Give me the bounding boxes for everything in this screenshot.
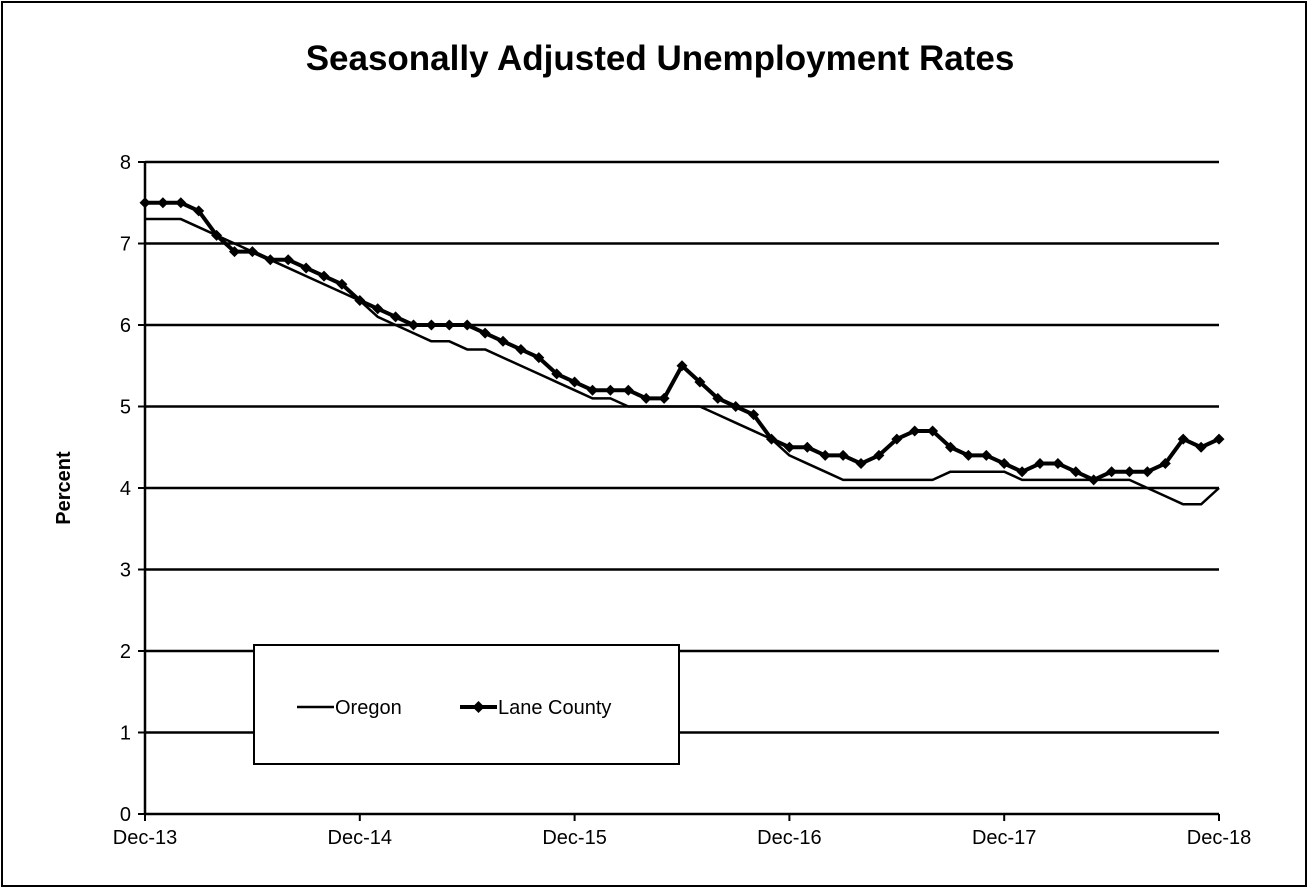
data-point-lane-county [945,441,956,453]
data-point-lane-county [587,384,598,396]
y-tick-labels: 0 1 2 3 4 5 6 7 8 [120,152,131,826]
data-point-lane-county [766,433,777,445]
series-layer [139,197,1225,506]
y-tick-label: 1 [120,723,131,745]
x-tick-labels: Dec-13 Dec-14 Dec-15 Dec-16 Dec-17 Dec-18 [113,827,1251,849]
data-point-lane-county [1070,466,1082,478]
legend: Oregon Lane County [253,644,680,765]
data-point-lane-county [479,327,491,339]
legend-label-oregon: Oregon [335,697,402,719]
data-point-lane-county [175,197,187,209]
data-point-lane-county [1016,466,1028,478]
data-point-lane-county [1141,466,1153,478]
data-point-lane-county [211,229,223,241]
data-point-lane-county [694,376,706,388]
data-point-lane-county [604,384,616,396]
x-tick-label: Dec-18 [1187,827,1251,849]
data-point-lane-county [676,360,688,372]
data-point-lane-county [801,441,813,453]
data-point-lane-county [1159,458,1171,470]
y-tick-label: 3 [120,560,131,582]
data-point-lane-county [730,401,742,412]
data-point-lane-county [461,319,473,331]
data-point-lane-county [783,441,795,453]
y-axis-label: Percent [53,451,75,525]
data-point-lane-county [372,303,384,315]
data-point-lane-county [1052,458,1064,470]
y-tick-label: 2 [120,641,131,663]
data-point-lane-county [515,343,527,355]
y-tick-label: 7 [120,234,131,256]
legend-marker-lane-county [472,701,485,713]
y-tick-label: 5 [120,397,131,419]
data-point-lane-county [1177,433,1189,445]
data-point-lane-county [390,311,402,323]
data-point-lane-county [658,392,670,404]
data-point-lane-county [819,449,831,461]
data-point-lane-county [891,433,903,445]
data-point-lane-county [980,449,992,461]
y-tick-label: 4 [120,478,131,500]
x-tick-label: Dec-13 [113,827,177,849]
legend-box [253,644,680,765]
data-point-lane-county [157,197,169,209]
legend-label-lane-county: Lane County [498,697,611,719]
data-point-lane-county [1195,441,1207,453]
data-point-lane-county [927,425,939,437]
data-point-lane-county [998,458,1010,470]
x-tick-label: Dec-14 [328,827,392,849]
data-point-lane-county [300,262,312,274]
x-tick-label: Dec-15 [542,827,606,849]
x-tick-label: Dec-17 [972,827,1036,849]
data-point-lane-county [264,254,276,266]
data-point-lane-county [229,246,240,258]
data-point-lane-county [622,384,634,396]
chart-title: Seasonally Adjusted Unemployment Rates [306,39,1015,78]
data-point-lane-county [193,205,205,217]
data-point-lane-county [855,458,867,470]
data-point-lane-county [551,368,563,380]
data-point-lane-county [336,278,348,290]
data-point-lane-county [640,392,652,404]
data-point-lane-county [837,449,849,461]
data-point-lane-county [962,449,974,461]
data-point-lane-county [246,246,258,258]
data-point-lane-county [354,295,366,307]
data-point-lane-county [282,254,294,266]
data-point-lane-county [873,449,885,461]
data-point-lane-county [712,392,724,404]
axes [138,161,1220,821]
data-point-lane-county [748,409,760,421]
data-point-lane-county [443,319,455,331]
data-point-lane-county [1124,466,1135,478]
data-point-lane-county [408,319,419,331]
data-point-lane-county [497,335,509,347]
x-tick-label: Dec-16 [757,827,821,849]
y-tick-label: 0 [120,804,131,826]
y-tick-label: 8 [120,152,131,174]
data-point-lane-county [425,319,437,331]
series-line-oregon [145,217,1220,506]
y-tick-label: 6 [120,315,131,337]
data-point-lane-county [1088,474,1100,486]
data-point-lane-county [139,197,151,209]
data-point-lane-county [1106,466,1118,478]
data-point-lane-county [533,352,545,364]
data-point-lane-county [1034,458,1046,470]
data-point-lane-county [909,425,921,437]
data-point-lane-county [1213,433,1225,445]
data-point-lane-county [318,270,330,282]
data-point-lane-county [569,376,581,388]
